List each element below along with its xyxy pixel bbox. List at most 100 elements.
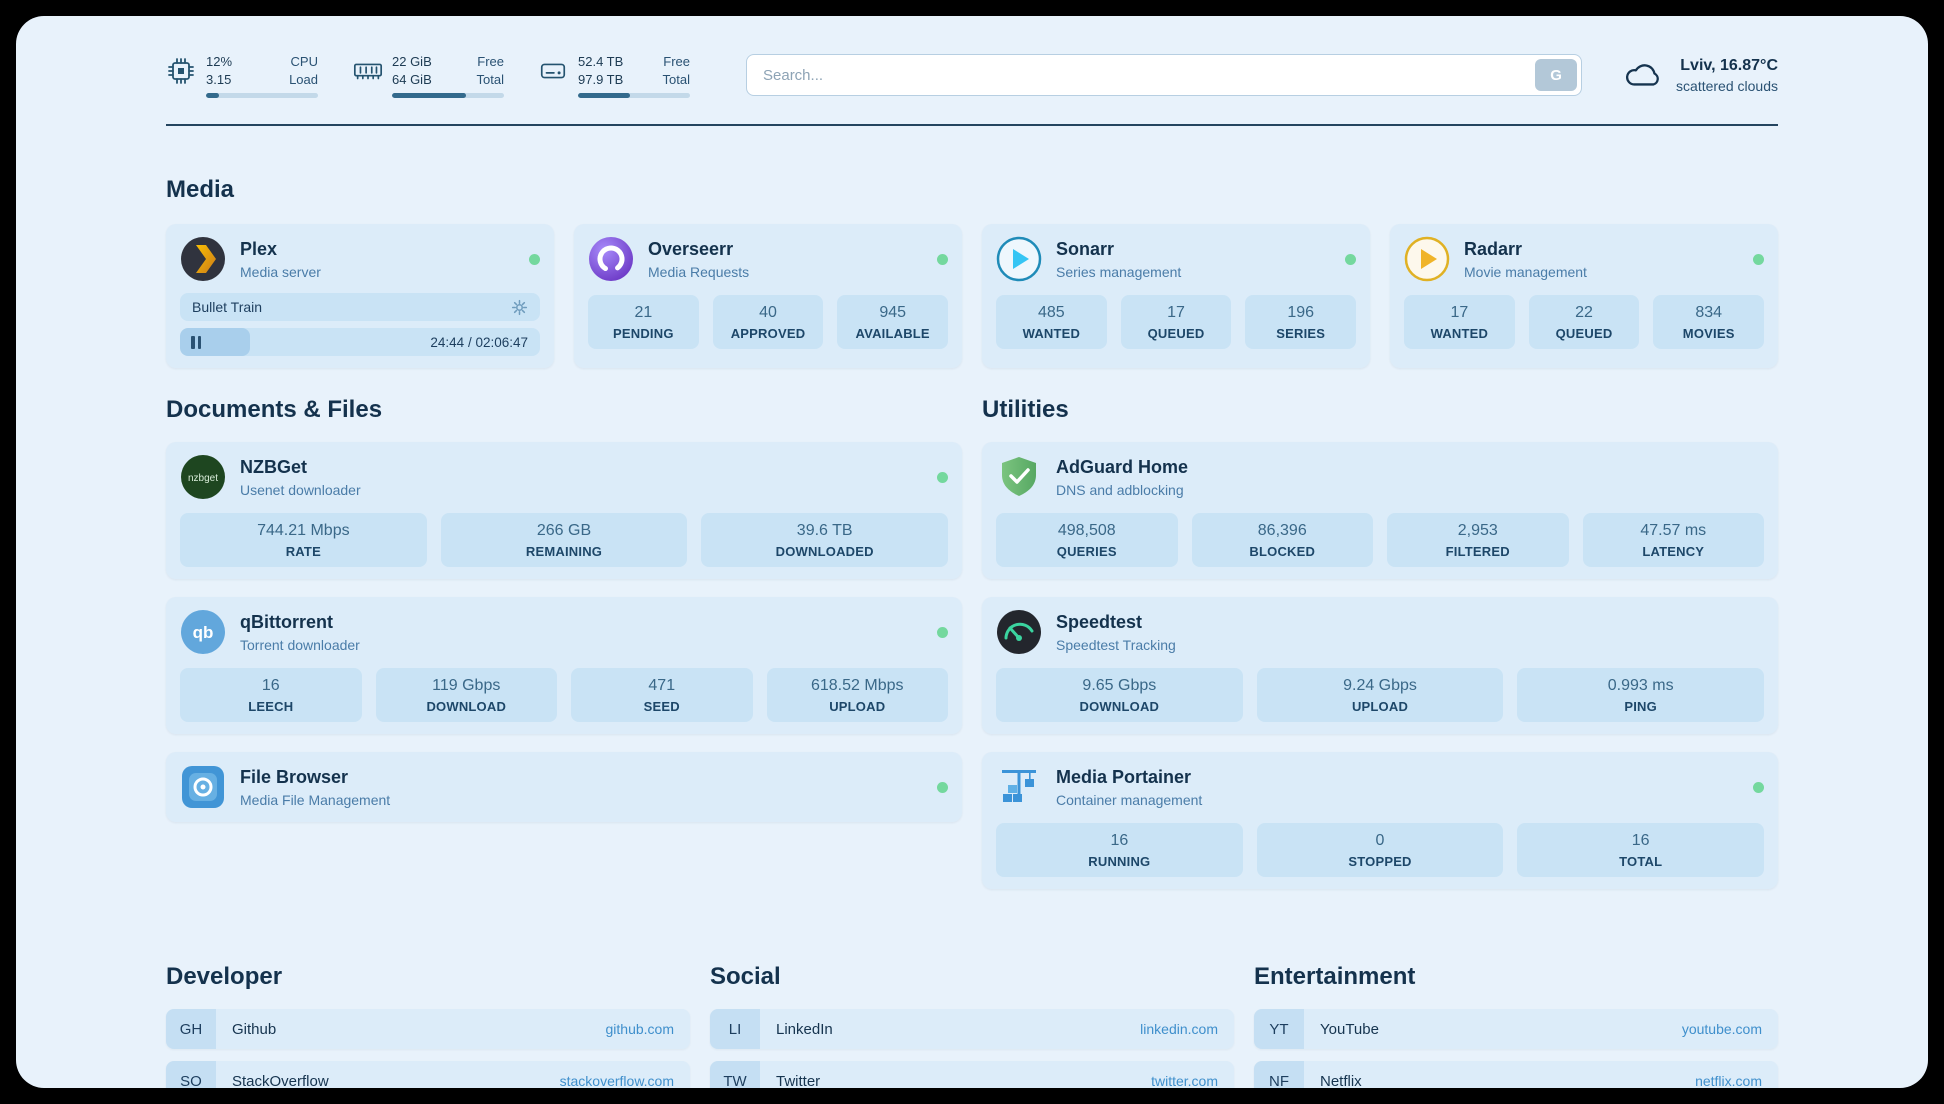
portainer-icon <box>996 764 1042 810</box>
service-subtitle: Container management <box>1056 791 1203 808</box>
playback-progress-bar: 24:44 / 02:06:47 <box>180 328 540 357</box>
radarr-card[interactable]: Radarr Movie management 17 WANTED 22 QUE… <box>1390 224 1778 369</box>
plex-card[interactable]: Plex Media server Bullet Train <box>166 224 554 369</box>
weather-widget: Lviv, 16.87°C scattered clouds <box>1622 56 1778 95</box>
stat-tile: 498,508 QUERIES <box>996 513 1178 568</box>
service-name: NZBGet <box>240 456 307 477</box>
cpu-bar <box>206 93 318 99</box>
stat-value: 21 <box>634 304 653 322</box>
bookmark-youtube[interactable]: YT YouTube youtube.com <box>1254 1009 1778 1050</box>
gear-icon[interactable] <box>511 299 528 316</box>
stat-label: DOWNLOADED <box>775 544 874 560</box>
stat-tile: 0 STOPPED <box>1256 823 1504 878</box>
bookmark-abbr: NF <box>1254 1061 1304 1088</box>
playback-time: 24:44 / 02:06:47 <box>430 334 528 350</box>
sonarr-icon <box>996 236 1042 282</box>
stat-tile: 16 RUNNING <box>996 823 1243 878</box>
speedtest-icon <box>996 609 1042 655</box>
portainer-card[interactable]: Media Portainer Container management 16 … <box>982 752 1778 890</box>
stat-value: 266 GB <box>536 522 592 540</box>
stat-label: FILTERED <box>1445 544 1510 560</box>
filebrowser-icon <box>180 764 226 810</box>
stat-value: 86,396 <box>1257 522 1307 540</box>
stat-label: RUNNING <box>1088 854 1151 870</box>
stat-value: 2,953 <box>1457 522 1498 540</box>
cpu-usage-value: 12% <box>206 54 233 69</box>
pause-button[interactable] <box>191 335 201 349</box>
adguard-card[interactable]: AdGuard Home DNS and adblocking 498,508 … <box>982 442 1778 580</box>
bookmark-twitter[interactable]: TW Twitter twitter.com <box>710 1061 1234 1088</box>
stat-label: STOPPED <box>1348 854 1412 870</box>
stat-tile: 17 WANTED <box>1404 295 1515 350</box>
cpu-widget: 12% 3.15 CPU Load <box>166 54 318 99</box>
bookmark-netflix[interactable]: NF Netflix netflix.com <box>1254 1061 1778 1088</box>
stat-label: QUEUED <box>1555 326 1613 342</box>
stat-label: LATENCY <box>1642 544 1705 560</box>
disk-widget: 52.4 TB 97.9 TB Free Total <box>538 54 690 99</box>
documents-column: Documents & Files nzbget NZBGet Usenet d <box>166 368 962 840</box>
stat-tile: 22 QUEUED <box>1528 295 1640 350</box>
overseerr-card[interactable]: Overseerr Media Requests 21 PENDING 40 A… <box>574 224 962 369</box>
stat-label: SERIES <box>1276 326 1326 342</box>
nzbget-icon: nzbget <box>180 454 226 500</box>
filebrowser-card[interactable]: File Browser Media File Management <box>166 752 962 823</box>
bookmark-url: netflix.com <box>1695 1073 1762 1088</box>
qbittorrent-card[interactable]: qb qBittorrent Torrent downloader 16 LEE… <box>166 597 962 735</box>
stat-label: MOVIES <box>1682 326 1735 342</box>
stat-value: 485 <box>1037 304 1065 322</box>
bookmark-label: StackOverflow <box>232 1072 329 1088</box>
bookmark-abbr: YT <box>1254 1009 1304 1050</box>
search-provider-button[interactable]: G <box>1535 59 1578 91</box>
disk-bar <box>578 93 690 99</box>
stat-value: 834 <box>1695 304 1723 322</box>
section-title-entertainment: Entertainment <box>1254 963 1416 991</box>
stat-value: 471 <box>648 677 676 695</box>
bookmark-url: youtube.com <box>1681 1021 1762 1038</box>
memory-total-value: 64 GiB <box>392 71 432 87</box>
stat-tile: 16 TOTAL <box>1517 823 1765 878</box>
bookmark-label: Github <box>232 1020 277 1038</box>
service-subtitle: Media Requests <box>648 263 750 280</box>
nzbget-card[interactable]: nzbget NZBGet Usenet downloader 744.21 M… <box>166 442 962 580</box>
overseerr-icon <box>588 236 634 282</box>
service-subtitle: Usenet downloader <box>240 481 361 498</box>
stat-label: PENDING <box>613 326 674 342</box>
stat-tile: 266 GB REMAINING <box>440 513 688 568</box>
service-name: Speedtest <box>1056 611 1143 632</box>
stat-label: QUEUED <box>1147 326 1205 342</box>
bookmark-github[interactable]: GH Github github.com <box>166 1009 690 1050</box>
service-name: Radarr <box>1464 238 1523 259</box>
stat-value: 16 <box>1110 832 1129 850</box>
stat-tile: 119 Gbps DOWNLOAD <box>375 668 557 723</box>
service-name: Overseerr <box>648 238 734 259</box>
cpu-label: CPU <box>290 54 318 69</box>
stat-label: TOTAL <box>1619 854 1663 870</box>
sonarr-card[interactable]: Sonarr Series management 485 WANTED 17 Q… <box>982 224 1370 369</box>
developer-group: Developer GH Github github.com SO StackO… <box>166 963 690 1088</box>
stat-label: UPLOAD <box>829 699 886 715</box>
stat-tile: 16 LEECH <box>180 668 362 723</box>
search-bar: G <box>746 54 1583 96</box>
stat-value: 47.57 ms <box>1640 522 1707 540</box>
stat-label: SEED <box>643 699 680 715</box>
stat-value: 9.24 Gbps <box>1343 677 1417 695</box>
stat-tile: 471 SEED <box>571 668 753 723</box>
section-title-documents: Documents & Files <box>166 396 383 424</box>
utilities-column: Utilities AdGuard Home <box>982 368 1778 907</box>
bookmark-abbr: GH <box>166 1009 216 1050</box>
bookmark-url: stackoverflow.com <box>559 1073 674 1088</box>
stat-tile: 17 QUEUED <box>1120 295 1232 350</box>
search-input[interactable] <box>746 54 1583 96</box>
section-title-developer: Developer <box>166 963 283 991</box>
stat-tile: 618.52 Mbps UPLOAD <box>766 668 948 723</box>
stat-value: 0.993 ms <box>1607 677 1674 695</box>
bookmark-stackoverflow[interactable]: SO StackOverflow stackoverflow.com <box>166 1061 690 1088</box>
svg-text:nzbget: nzbget <box>188 473 218 484</box>
stat-value: 119 Gbps <box>432 677 501 695</box>
qbittorrent-icon: qb <box>180 609 226 655</box>
now-playing-row: Bullet Train <box>180 293 540 322</box>
topbar: 12% 3.15 CPU Load <box>166 16 1778 99</box>
speedtest-card[interactable]: Speedtest Speedtest Tracking 9.65 Gbps D… <box>982 597 1778 735</box>
entertainment-group: Entertainment YT YouTube youtube.com NF … <box>1254 963 1778 1088</box>
bookmark-linkedin[interactable]: LI LinkedIn linkedin.com <box>710 1009 1234 1050</box>
